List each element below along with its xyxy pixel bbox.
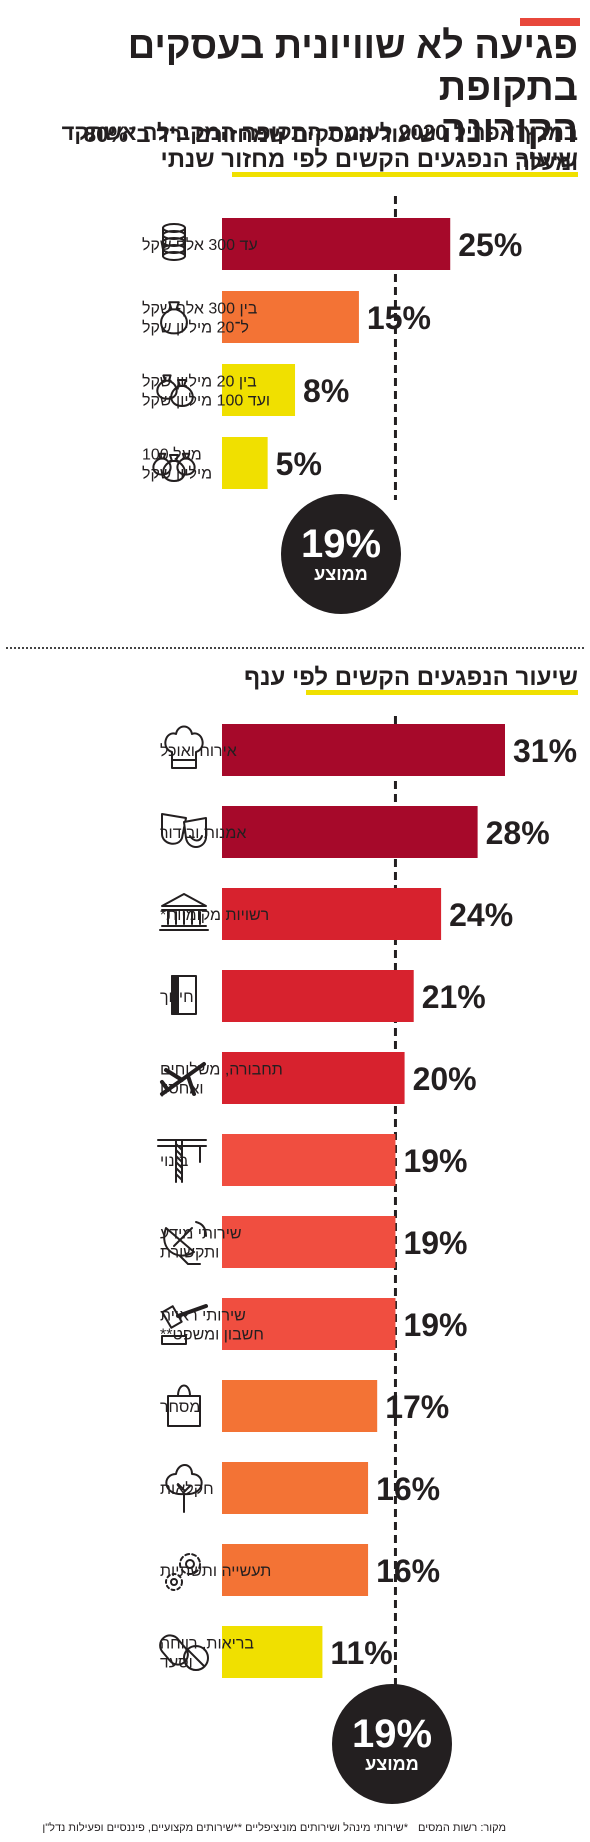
average-value-1: 19%: [300, 522, 382, 566]
crane-icon: [157, 1139, 207, 1183]
category-label: אירוח ואוכל: [160, 742, 237, 760]
bar: [222, 1462, 369, 1514]
category-label: בריאות, רווחה וסעד: [160, 1636, 254, 1672]
section-1-title: שיעור הנפגעים הקשים לפי מחזור שנתי: [160, 146, 578, 173]
gavel-icon: [161, 1304, 208, 1345]
category-label: עד 300 אלף שקל: [142, 236, 258, 254]
bar-value-label: 25%: [458, 227, 522, 263]
pills-icon: [159, 1634, 209, 1671]
bar: [222, 218, 451, 270]
title-line-2-main: הקורונה: [440, 108, 578, 151]
section-2-underline: [306, 690, 578, 695]
category-label: בינוי: [160, 1153, 189, 1170]
bar: [222, 1216, 396, 1268]
category-label: מסחר: [160, 1399, 200, 1416]
category-label: חקלאות: [160, 1480, 214, 1498]
two-money-bags-icon: [156, 374, 194, 407]
category-label: בין 20 מיליון שקל ועד 100 מיליון שקל: [142, 373, 270, 410]
three-money-bags-icon: [152, 452, 196, 482]
bar: [222, 437, 268, 489]
category-label: בין 300 אלף שקל ל־20 מיליון שקל: [142, 300, 258, 337]
bar-value-label: 19%: [403, 1225, 467, 1261]
bar: [222, 291, 359, 343]
bar: [222, 888, 442, 940]
bar-value-label: 11%: [330, 1635, 392, 1671]
bar: [222, 1544, 369, 1596]
footer-source: מקור: רשות המסים: [418, 1822, 507, 1834]
title-line-1: פגיעה לא שוויונית בעסקים בתקופת: [127, 25, 578, 109]
bar: [222, 806, 478, 858]
bar-value-label: 24%: [449, 897, 513, 933]
bar-value-label: 28%: [486, 815, 550, 851]
satellite-dish-icon: [163, 1221, 207, 1265]
bar-value-label: 17%: [385, 1389, 449, 1425]
category-label: מעל 100 מיליון שקל: [142, 446, 212, 483]
section-2-title: שיעור הנפגעים הקשים לפי ענף: [243, 664, 578, 691]
bar: [222, 1626, 323, 1678]
bar-value-label: 8%: [303, 373, 349, 409]
average-badge-1: 19% ממוצע: [281, 494, 401, 614]
bar-value-label: 5%: [276, 446, 322, 482]
average-badge-2: 19% ממוצע: [332, 1684, 452, 1804]
bar-value-label: 31%: [513, 733, 577, 769]
bar-value-label: 19%: [403, 1143, 467, 1179]
average-label-1: ממוצע: [314, 564, 368, 584]
coin-stack-icon: [162, 223, 186, 261]
section-divider: [6, 647, 584, 649]
bar-value-label: 20%: [413, 1061, 477, 1097]
bar-value-label: 19%: [403, 1307, 467, 1343]
category-label: תחבורה, משלוחים ואחסון: [160, 1061, 283, 1098]
bar: [222, 1380, 378, 1432]
category-label: שירותי מידע ותקשורת: [160, 1226, 242, 1262]
bar: [222, 1134, 396, 1186]
airplane-icon: [160, 1062, 206, 1096]
shopping-bag-icon: [167, 1384, 201, 1427]
chart-title: פגיעה לא שוויונית בעסקים בתקופת הקורונה …: [18, 25, 578, 176]
book-icon: [171, 975, 197, 1015]
title-line-2-sub: שיעור העסקים שמחזורם ירד ב־80% ומעלה: [83, 121, 578, 176]
chart-annual-turnover: 25% עד 300 אלף שקל 15% בין 300 אלף שקל ל־20 …: [142, 196, 522, 500]
category-label: אמנות ובידור: [160, 825, 246, 842]
bar-value-label: 21%: [422, 979, 486, 1015]
accent-bar: [520, 18, 580, 26]
title-line-2: הקורונה שיעור העסקים שמחזורם ירד ב־80% ו…: [18, 108, 578, 176]
bar-value-label: 16%: [376, 1553, 440, 1589]
bar: [222, 1052, 405, 1104]
category-label: רשויות מקומיות*: [160, 907, 269, 924]
average-value-2: 19%: [351, 1712, 433, 1756]
bar: [222, 724, 505, 776]
bar: [222, 1298, 396, 1350]
bar: [222, 970, 414, 1022]
bar-value-label: 16%: [376, 1471, 440, 1507]
tree-icon: [165, 1464, 203, 1513]
money-bag-icon: [160, 301, 188, 335]
footer-note: *שירותי מינהל ושירותים מוניציפליים **שיר…: [42, 1822, 408, 1834]
theater-masks-icon: [161, 813, 207, 848]
average-label-2: ממוצע: [365, 1754, 419, 1774]
bar-value-label: 15%: [367, 300, 431, 336]
section-1-underline: [232, 172, 578, 177]
bar: [222, 364, 296, 416]
gears-icon: [165, 1553, 201, 1591]
government-building-icon: [159, 893, 209, 931]
category-label: חינוך: [160, 989, 194, 1006]
chef-hat-icon: [164, 725, 204, 769]
category-label: תעשייה ותשתיות: [160, 1563, 271, 1580]
title-line-3: במרץ־אפריל 2020 לעומת התקופה המקבילה אשת…: [61, 120, 578, 145]
category-label: שירותי ראיית חשבון ומשפט**: [160, 1308, 264, 1344]
